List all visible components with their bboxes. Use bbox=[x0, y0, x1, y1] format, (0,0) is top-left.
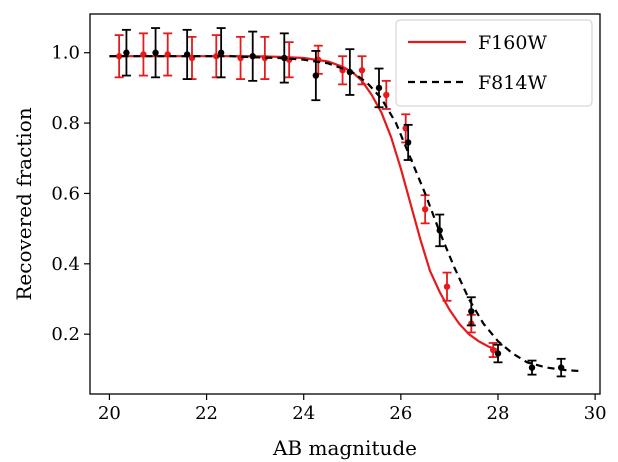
x-tick-label: 24 bbox=[292, 403, 315, 424]
y-tick-label: 0.8 bbox=[51, 113, 80, 134]
legend-label-f160w: F160W bbox=[478, 32, 547, 54]
x-tick-label: 26 bbox=[389, 403, 412, 424]
legend: F160W F814W bbox=[395, 19, 593, 107]
x-tick-label: 22 bbox=[195, 403, 218, 424]
x-axis-label: AB magnitude bbox=[272, 436, 417, 460]
data-point-f814w bbox=[436, 227, 443, 234]
y-axis-label: Recovered fraction bbox=[12, 107, 36, 300]
data-point-f160w bbox=[383, 91, 390, 99]
y-tick-label: 1.0 bbox=[51, 43, 80, 64]
data-point-f160w bbox=[213, 53, 220, 60]
data-point-f160w bbox=[489, 346, 497, 354]
x-tick-label: 28 bbox=[487, 403, 510, 424]
y-tick-label: 0.6 bbox=[51, 183, 80, 204]
data-point-f814w bbox=[468, 308, 475, 315]
data-point-f814w bbox=[249, 53, 256, 60]
data-point-f160w bbox=[115, 53, 123, 60]
data-point-f814w bbox=[152, 49, 159, 56]
data-point-f814w bbox=[217, 49, 225, 56]
data-point-f160w bbox=[164, 51, 171, 58]
data-point-f814w bbox=[557, 364, 565, 371]
data-point-f814w bbox=[312, 72, 320, 79]
fit-line-f814w bbox=[109, 55, 581, 373]
data-point-f814w bbox=[494, 350, 502, 357]
data-point-f160w bbox=[358, 67, 366, 74]
data-point-f814w bbox=[404, 139, 412, 146]
y-tick-label: 0.2 bbox=[51, 324, 80, 345]
y-tick-label: 0.4 bbox=[51, 254, 80, 275]
x-tick-label: 20 bbox=[98, 403, 121, 424]
plot-marks bbox=[109, 27, 581, 378]
data-point-f160w bbox=[261, 54, 269, 62]
data-point-f814w bbox=[183, 51, 191, 58]
data-point-f814w bbox=[281, 54, 288, 62]
data-point-f160w bbox=[140, 51, 147, 58]
data-point-f160w bbox=[421, 206, 429, 213]
axis-ticks: 20 22 24 26 28 30 0.2 0.4 0.6 0.8 1.0 bbox=[51, 43, 606, 424]
x-tick-label: 30 bbox=[584, 403, 607, 424]
data-point-f814w bbox=[528, 364, 536, 371]
plot-area-frame bbox=[89, 13, 601, 395]
data-point-f160w bbox=[443, 283, 451, 290]
data-point-f814w bbox=[123, 49, 130, 56]
data-point-f814w bbox=[346, 68, 354, 76]
data-point-f814w bbox=[375, 84, 383, 92]
legend-label-f814w: F814W bbox=[478, 72, 547, 94]
